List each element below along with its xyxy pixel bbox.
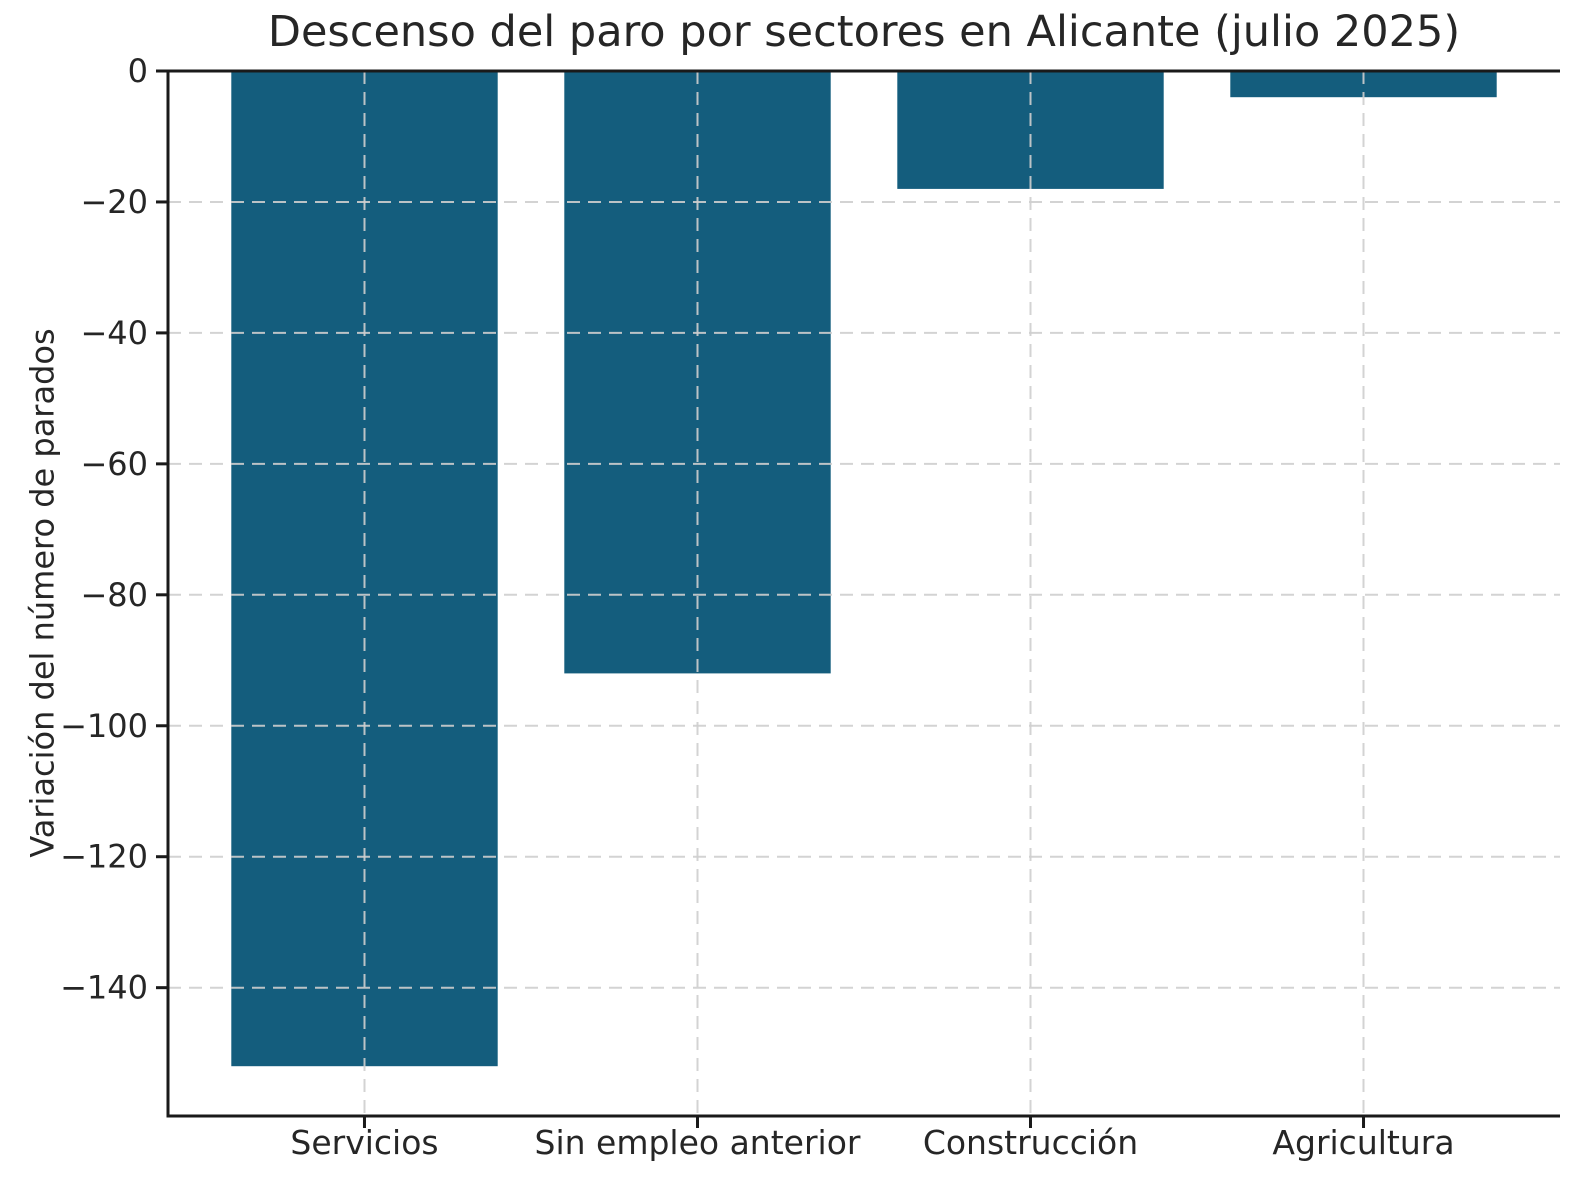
bar-construccion xyxy=(897,71,1164,189)
y-tick-label--40: −40 xyxy=(80,314,148,352)
tick-labels-layer: 0 −20 −40 −60 −80 −100 −120 −140 Servicios Sin em… xyxy=(60,52,1454,1162)
y-tick-label--80: −80 xyxy=(80,576,148,614)
x-tick-label-agricultura: Agricultura xyxy=(1272,1123,1454,1162)
y-tick-label--20: −20 xyxy=(80,183,148,221)
y-tick-label-0: 0 xyxy=(128,52,148,90)
grid-layer xyxy=(168,71,1560,1116)
y-axis-label: Variación del número de parados xyxy=(23,328,62,858)
x-tick-label-servicios: Servicios xyxy=(290,1123,438,1162)
y-tick-label--100: −100 xyxy=(60,707,148,745)
bars-layer xyxy=(231,71,1497,1067)
y-tick-label--140: −140 xyxy=(60,969,148,1007)
chart-title: Descenso del paro por sectores en Alican… xyxy=(267,7,1461,57)
x-tick-label-sin-empleo-anterior: Sin empleo anterior xyxy=(535,1123,861,1162)
y-tick-label--60: −60 xyxy=(80,445,148,483)
x-tick-label-construccion: Construcción xyxy=(923,1123,1138,1162)
ticks-layer xyxy=(156,69,1366,1128)
y-tick-label--120: −120 xyxy=(60,838,148,876)
